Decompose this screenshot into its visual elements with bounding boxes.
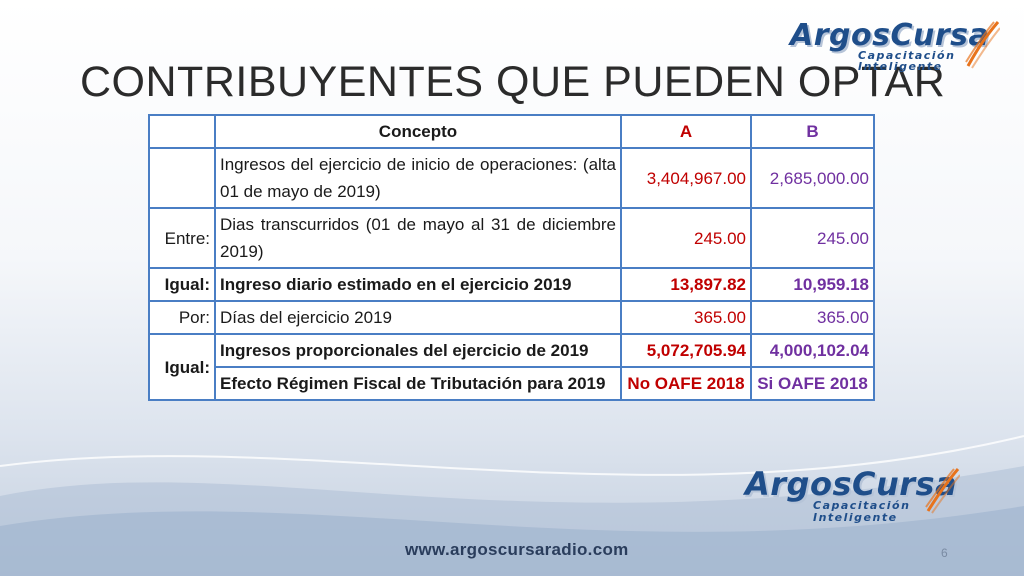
row-value-b: 365.00 [750,300,875,335]
logo-tagline-1: Capacitación [813,499,911,512]
header-lead [148,114,216,149]
row-concept: Ingreso diario estimado en el ejercicio … [214,267,622,302]
row-value-b: 4,000,102.04 [750,333,875,368]
argoscursa-logo-top: ArgosCursa Capacitación Inteligente [790,18,1000,73]
logo-tagline-2: Inteligente [858,60,943,73]
row-value-b: 2,685,000.00 [750,147,875,209]
footer-url-link[interactable]: www.argoscursaradio.com [405,540,629,559]
row-value-b: 10,959.18 [750,267,875,302]
table-row: Ingresos del ejercicio de inicio de oper… [148,147,875,209]
row-value-a: 245.00 [620,207,752,269]
table-row: Efecto Régimen Fiscal de Tributación par… [149,366,875,401]
row-concept: Efecto Régimen Fiscal de Tributación par… [214,366,622,401]
table-row: Igual: Ingreso diario estimado en el eje… [148,267,875,302]
page-number: 6 [941,546,948,560]
row-value-a: 365.00 [620,300,752,335]
row-lead: Igual: [148,333,216,401]
header-a: A [620,114,752,149]
row-value-a: No OAFE 2018 [620,366,752,401]
row-lead [148,147,216,209]
logo-swoosh-icon [925,468,960,514]
table-row: Por: Días del ejercicio 2019 365.00 365.… [148,300,875,335]
logo-tagline-2: Inteligente [813,511,898,524]
row-lead: Entre: [148,207,216,269]
header-concepto: Concepto [214,114,622,149]
table-header-row: Concepto A B [148,114,875,149]
row-concept: Ingresos proporcionales del ejercicio de… [214,333,622,368]
row-concept: Dias transcurridos (01 de mayo al 31 de … [214,207,622,269]
argoscursa-logo-bottom: ArgosCursa Capacitación Inteligente [745,465,960,524]
row-value-a: 3,404,967.00 [620,147,752,209]
row-value-a: 13,897.82 [620,267,752,302]
logo-swoosh-icon [965,21,1000,69]
row-value-a: 5,072,705.94 [620,333,752,368]
row-concept: Días del ejercicio 2019 [214,300,622,335]
slide-title: CONTRIBUYENTES QUE PUEDEN OPTAR [80,58,946,106]
row-value-b: 245.00 [750,207,875,269]
logo-brand: ArgosCursa [745,465,958,503]
background-wave [0,435,1024,576]
logo-brand: ArgosCursa [790,18,990,53]
table-row: Igual: Ingresos proporcionales del ejerc… [148,333,875,401]
tax-table: Concepto A B Ingresos del ejercicio de i… [148,114,875,401]
row-value-b: Si OAFE 2018 [750,366,875,401]
logo-tagline-1: Capacitación [858,49,956,62]
table-row: Entre: Dias transcurridos (01 de mayo al… [148,207,875,269]
header-b: B [750,114,875,149]
row-lead: Por: [148,300,216,335]
row-lead: Igual: [148,267,216,302]
row-concept: Ingresos del ejercicio de inicio de oper… [214,147,622,209]
